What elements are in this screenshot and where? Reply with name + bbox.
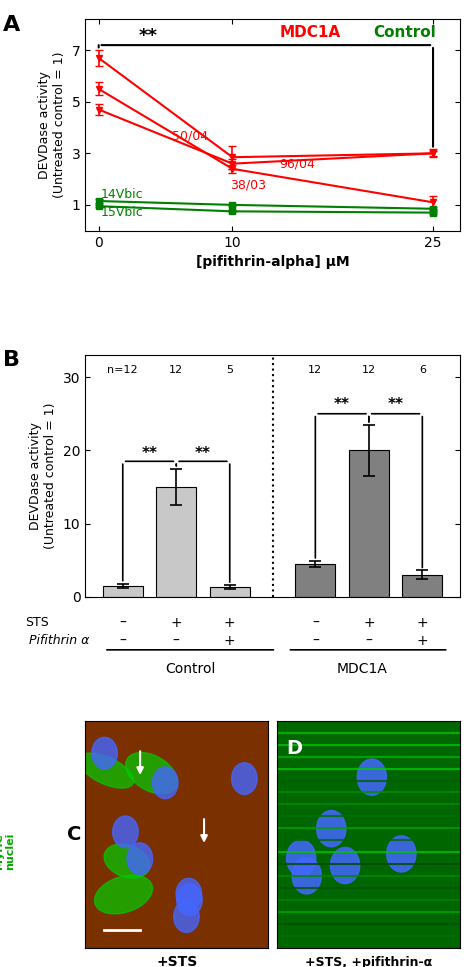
Ellipse shape [126,752,177,794]
Text: 12: 12 [308,366,322,375]
Text: Control: Control [165,662,215,676]
Text: 12: 12 [362,366,376,375]
Ellipse shape [94,875,153,914]
Text: 14Vbic: 14Vbic [100,188,143,201]
Bar [156,487,196,597]
Bar [103,586,143,597]
Text: +: + [224,616,236,630]
Text: D: D [286,740,302,758]
X-axis label: [pifithrin-alpha] μM: [pifithrin-alpha] μM [196,255,349,269]
Circle shape [176,878,201,910]
Text: +: + [363,616,374,630]
Y-axis label: DEVDase activity
(Untreated control = 1): DEVDase activity (Untreated control = 1) [38,52,66,198]
Text: 96/04: 96/04 [279,158,315,170]
Text: –: – [119,634,126,648]
Text: MDC1A: MDC1A [279,25,340,41]
Circle shape [92,737,118,769]
Text: –: – [119,616,126,630]
Ellipse shape [104,844,150,878]
Circle shape [177,884,202,916]
Text: C: C [67,825,82,844]
Circle shape [153,767,178,799]
Circle shape [127,843,153,874]
Text: +: + [171,616,182,630]
Text: +: + [417,616,428,630]
Text: **: ** [195,446,211,460]
Text: **: ** [139,27,158,45]
Text: –: – [312,616,319,630]
Text: 15Vbic: 15Vbic [100,206,144,219]
Circle shape [292,858,321,894]
Text: STS: STS [26,616,49,629]
Text: 38/03: 38/03 [230,178,266,191]
Text: **: ** [334,396,350,412]
Text: MyHC
nuclei: MyHC nuclei [0,833,16,869]
Text: –: – [365,634,372,648]
Text: +STS, +pifithrin-α: +STS, +pifithrin-α [305,955,432,967]
Text: n=12: n=12 [108,366,138,375]
Text: Control: Control [373,25,436,41]
Circle shape [113,816,138,848]
Text: A: A [3,15,20,35]
Text: **: ** [388,396,403,412]
Bar [402,574,442,597]
Text: B: B [3,350,20,370]
Y-axis label: DEVDase activity
(Untreated control = 1): DEVDase activity (Untreated control = 1) [29,402,57,549]
Text: +: + [224,634,236,648]
Circle shape [387,835,416,872]
Circle shape [330,847,360,884]
Circle shape [232,763,257,795]
Text: 12: 12 [169,366,183,375]
Text: 50/04: 50/04 [172,130,209,142]
Circle shape [287,840,316,876]
Circle shape [357,759,386,795]
Text: 5: 5 [226,366,233,375]
Circle shape [317,810,346,847]
Bar [349,451,389,597]
Text: Pifithrin α: Pifithrin α [29,634,90,647]
Text: MDC1A: MDC1A [337,662,388,676]
Text: –: – [312,634,319,648]
Bar [210,587,250,597]
Text: 6: 6 [419,366,426,375]
Text: –: – [173,634,180,648]
Bar [295,564,336,597]
Circle shape [173,900,199,932]
Ellipse shape [79,753,134,788]
Text: +: + [417,634,428,648]
Text: **: ** [142,446,157,460]
Text: +STS: +STS [156,954,197,967]
